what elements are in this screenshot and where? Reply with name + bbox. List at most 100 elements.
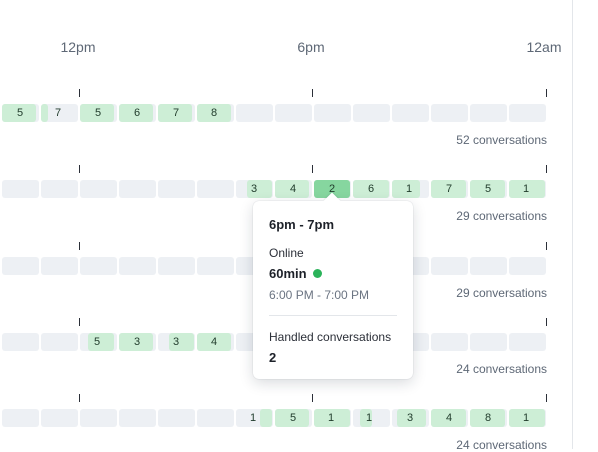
hour-conversation-count: 1: [327, 412, 335, 424]
online-hour-block[interactable]: [314, 409, 350, 427]
online-hour-block[interactable]: [88, 333, 114, 351]
hour-cell[interactable]: [2, 333, 39, 351]
hour-tick: [312, 89, 313, 97]
online-hour-block[interactable]: [169, 333, 194, 351]
hour-tick: [79, 318, 80, 326]
hour-cell[interactable]: [431, 104, 468, 122]
hour-cell[interactable]: [119, 409, 156, 427]
hour-cell[interactable]: [314, 104, 351, 122]
hour-cell[interactable]: [431, 333, 468, 351]
online-hour-block[interactable]: [2, 104, 36, 122]
hour-cell[interactable]: [80, 257, 117, 275]
hour-cell[interactable]: [197, 180, 234, 198]
hour-cell[interactable]: [353, 104, 390, 122]
hour-conversation-count: 1: [522, 412, 530, 424]
hour-conversation-count: 7: [172, 107, 180, 119]
online-hour-block[interactable]: [247, 180, 272, 198]
hour-tick: [312, 394, 313, 402]
online-hour-block[interactable]: [119, 333, 153, 351]
hour-cell[interactable]: [392, 104, 429, 122]
hour-tick: [546, 165, 547, 173]
hour-cell-selected[interactable]: [314, 180, 350, 198]
online-hour-block[interactable]: [431, 180, 466, 198]
hour-cell[interactable]: [509, 333, 546, 351]
hour-cell[interactable]: [2, 409, 39, 427]
hour-cell[interactable]: [41, 409, 78, 427]
hour-conversation-count: 1: [522, 183, 530, 195]
hour-conversation-count: 8: [210, 107, 218, 119]
online-hour-block[interactable]: [119, 104, 153, 122]
hour-conversation-count: 5: [16, 107, 24, 119]
hour-conversation-count: 2: [328, 183, 336, 195]
hour-cell[interactable]: [80, 409, 117, 427]
timeline-row: 5 7 5 6 7 8: [0, 104, 560, 126]
tooltip-title: 6pm - 7pm: [269, 217, 335, 232]
hour-conversation-count: 1: [405, 183, 413, 195]
hour-cell[interactable]: [2, 180, 39, 198]
hour-conversation-count: 3: [406, 412, 414, 424]
online-hour-block[interactable]: [509, 409, 545, 427]
online-hour-block[interactable]: [392, 180, 420, 198]
hour-cell[interactable]: [119, 180, 156, 198]
hour-conversation-count: 5: [289, 412, 297, 424]
online-hour-block[interactable]: [197, 333, 231, 351]
hour-cell[interactable]: [119, 257, 156, 275]
axis-label-6pm: 6pm: [297, 39, 325, 55]
online-status-dot-icon: [313, 269, 322, 278]
hour-cell[interactable]: [80, 180, 117, 198]
hour-detail-tooltip: 6pm - 7pm Online 60min 6:00 PM - 7:00 PM…: [253, 192, 413, 379]
hour-cell[interactable]: [2, 257, 39, 275]
hour-cell[interactable]: [236, 104, 273, 122]
hour-cell[interactable]: [158, 409, 195, 427]
hour-conversation-count: 3: [172, 336, 180, 348]
hour-cell[interactable]: [509, 257, 546, 275]
online-hour-block[interactable]: [158, 104, 192, 122]
hour-cell[interactable]: [41, 104, 78, 122]
timeline-row: 3 4 2 6 1 7 5 1: [0, 180, 560, 202]
hour-conversation-count: 4: [289, 183, 297, 195]
online-hour-block[interactable]: [275, 409, 309, 427]
hour-conversation-count: 3: [133, 336, 141, 348]
row-conversations-total: 24 conversations: [456, 362, 547, 376]
hour-conversation-count: 1: [249, 412, 257, 424]
online-hour-block[interactable]: [360, 409, 372, 427]
hour-cell[interactable]: [275, 104, 312, 122]
hour-tick: [546, 394, 547, 402]
hour-cell[interactable]: [158, 180, 195, 198]
online-hour-block[interactable]: [431, 409, 466, 427]
online-hour-block[interactable]: [397, 409, 426, 427]
online-hour-block[interactable]: [260, 409, 272, 427]
hour-cell[interactable]: [470, 104, 507, 122]
row-conversations-total: 24 conversations: [456, 438, 547, 452]
hour-cell[interactable]: [41, 180, 78, 198]
online-hour-block[interactable]: [275, 180, 309, 198]
hour-cell[interactable]: [470, 257, 507, 275]
hour-cell[interactable]: [197, 257, 234, 275]
online-hour-block[interactable]: [197, 104, 231, 122]
hour-cell[interactable]: [470, 333, 507, 351]
online-hour-block[interactable]: [509, 180, 545, 198]
hour-tick: [79, 89, 80, 97]
online-hour-block[interactable]: [470, 180, 505, 198]
hour-tick: [546, 242, 547, 250]
hour-cell[interactable]: [197, 409, 234, 427]
hour-conversation-count: 7: [54, 107, 62, 119]
row-conversations-total: 52 conversations: [456, 133, 547, 147]
hour-tick: [79, 394, 80, 402]
hour-conversation-count: 6: [133, 107, 141, 119]
online-hour-block[interactable]: [353, 180, 389, 198]
tooltip-handled-label: Handled conversations: [269, 330, 392, 344]
timeline-row: 1 5 1 1 3 4 8 1: [0, 409, 560, 431]
hour-conversation-count: 8: [484, 412, 492, 424]
online-hour-block[interactable]: [470, 409, 505, 427]
hour-cell[interactable]: [509, 104, 546, 122]
hour-conversation-count: 1: [365, 412, 373, 424]
hour-cell[interactable]: [41, 257, 78, 275]
tooltip-status-label: Online: [269, 246, 304, 260]
online-hour-block[interactable]: [41, 104, 48, 122]
online-hour-block[interactable]: [80, 104, 114, 122]
hour-cell[interactable]: [431, 257, 468, 275]
tooltip-time-range: 6:00 PM - 7:00 PM: [269, 288, 370, 302]
hour-cell[interactable]: [158, 257, 195, 275]
hour-cell[interactable]: [41, 333, 78, 351]
